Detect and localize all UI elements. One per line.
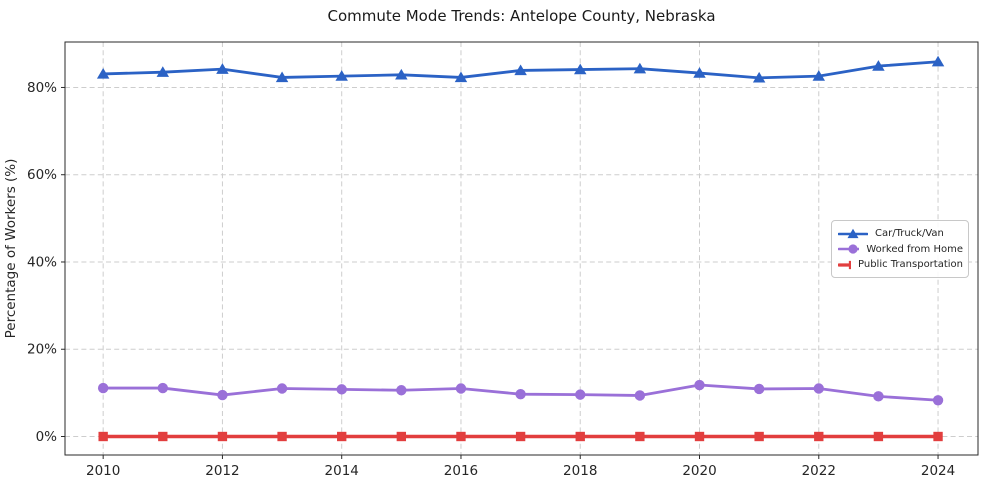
y-axis-label: Percentage of Workers (%) [3, 159, 19, 339]
circle-marker-icon [97, 382, 109, 394]
legend-label: Worked from Home [866, 243, 963, 255]
y-tick-label: 40% [27, 254, 57, 270]
y-tick-label: 80% [27, 80, 57, 96]
square-marker-icon [277, 431, 287, 442]
circle-marker-icon [575, 389, 586, 400]
y-tick-label: 20% [27, 342, 57, 358]
circle-marker-icon [396, 385, 407, 396]
square-marker-icon [337, 431, 347, 442]
square-marker-icon [933, 431, 943, 442]
x-tick-label: 2012 [205, 463, 239, 479]
circle-marker-icon [515, 388, 526, 400]
triangle-marker-icon [931, 55, 945, 67]
square-marker-icon [456, 431, 466, 442]
square-marker-icon [575, 431, 585, 442]
circle-marker-icon [157, 382, 169, 394]
plot-border [64, 41, 979, 456]
legend: Car/Truck/Van Worked from Home Public Tr… [831, 220, 969, 278]
square-marker-icon [98, 431, 108, 442]
x-tick-label: 2014 [325, 463, 359, 479]
legend-label: Public Transportation [858, 259, 963, 270]
triangle-marker-icon [752, 71, 766, 83]
x-tick-label: 2018 [563, 463, 597, 479]
line-triangle-marker-icon [838, 228, 868, 238]
circle-marker-icon [455, 383, 467, 394]
square-marker-icon [873, 431, 884, 442]
triangle-marker-icon [847, 228, 859, 238]
line-circle-marker-icon [838, 244, 860, 254]
triangle-marker-icon [633, 62, 647, 74]
x-tick-label: 2016 [444, 463, 478, 479]
circle-marker-icon [813, 383, 824, 394]
x-tick-label: 2022 [802, 463, 836, 479]
square-marker-icon [396, 431, 407, 442]
circle-marker-icon [873, 391, 884, 402]
legend-item-public-transportation: Public Transportation [838, 259, 963, 271]
chart-title: Commute Mode Trends: Antelope County, Ne… [327, 7, 716, 25]
triangle-marker-icon [216, 63, 229, 74]
square-marker-icon [217, 431, 228, 442]
x-tick-label: 2020 [682, 463, 716, 479]
circle-marker-icon [634, 390, 646, 401]
triangle-marker-icon [335, 70, 348, 81]
square-marker-icon [814, 431, 824, 442]
triangle-marker-icon [514, 64, 527, 76]
square-marker-icon [515, 431, 526, 442]
legend-label: Car/Truck/Van [875, 228, 944, 239]
square-marker-icon [754, 431, 764, 442]
y-tick-label: 0% [36, 429, 58, 445]
circle-marker-icon [217, 389, 228, 401]
line-square-marker-icon [838, 260, 852, 269]
triangle-marker-icon [275, 71, 289, 83]
y-tick-label: 60% [27, 167, 57, 183]
square-marker-icon [694, 431, 705, 442]
square-marker-icon [635, 431, 645, 442]
circle-marker-icon [848, 244, 858, 254]
x-tick-label: 2010 [86, 463, 120, 479]
square-marker-icon [158, 431, 168, 442]
triangle-marker-icon [156, 66, 170, 77]
circle-marker-icon [694, 379, 705, 391]
triangle-marker-icon [395, 68, 408, 80]
triangle-marker-icon [573, 63, 587, 75]
triangle-marker-icon [454, 71, 468, 83]
circle-marker-icon [932, 395, 944, 406]
square-marker-icon [848, 260, 852, 269]
circle-marker-icon [276, 383, 288, 394]
triangle-marker-icon [693, 67, 706, 78]
circle-marker-icon [336, 384, 347, 395]
triangle-marker-icon [872, 60, 885, 71]
circle-marker-icon [753, 383, 765, 395]
legend-item-worked-from-home: Worked from Home [838, 243, 963, 255]
triangle-marker-icon [812, 70, 826, 81]
legend-item-car-truck-van: Car/Truck/Van [838, 228, 963, 240]
x-tick-label: 2024 [921, 463, 955, 479]
triangle-marker-icon [96, 67, 110, 79]
